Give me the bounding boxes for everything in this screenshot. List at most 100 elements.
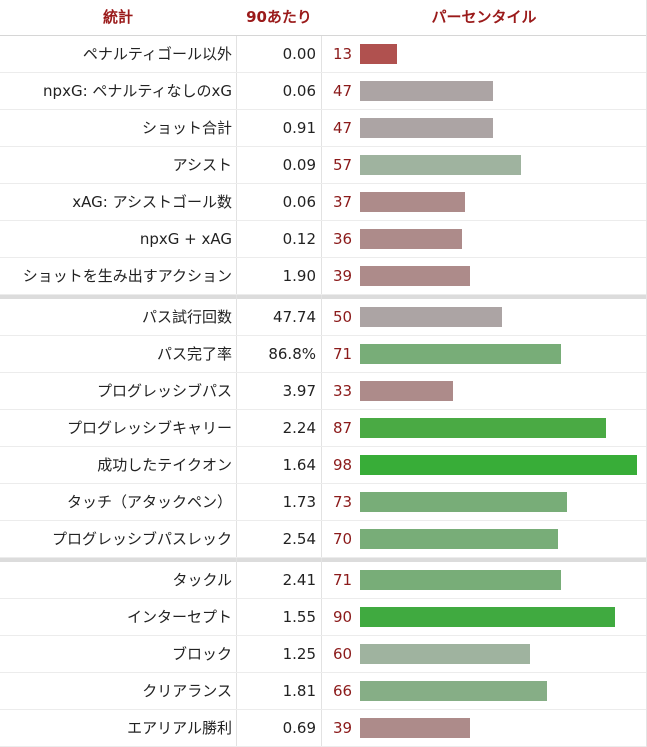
- stat-label: パス試行回数: [141, 308, 232, 326]
- table-row: プログレッシブパスレック 2.54 70: [0, 521, 646, 558]
- percentile-bar: [360, 155, 521, 175]
- table-row: パス完了率 86.8% 71: [0, 336, 646, 373]
- stat-label: アシスト: [172, 156, 232, 174]
- percentile-bar: [360, 718, 470, 738]
- percentile-value: 87: [333, 419, 353, 437]
- percentile-bar: [360, 455, 637, 475]
- stat-label: インターセプト: [126, 608, 232, 626]
- table-row: ペナルティゴール以外 0.00 13: [0, 36, 646, 73]
- percentile-value: 98: [333, 456, 353, 474]
- percentile-bar: [360, 681, 547, 701]
- percentile-value: 39: [333, 719, 353, 737]
- group-separator: [0, 558, 646, 562]
- percentile-value: 37: [333, 193, 353, 211]
- percentile-bar: [360, 44, 397, 64]
- table-row: プログレッシブパス 3.97 33: [0, 373, 646, 410]
- percentile-bar: [360, 607, 615, 627]
- header-percentile: パーセンタイル: [431, 8, 537, 26]
- percentile-bar: [360, 307, 502, 327]
- table-row: ショット合計 0.91 47: [0, 110, 646, 147]
- stat-label: エアリアル勝利: [127, 719, 232, 737]
- percentile-bar: [360, 192, 465, 212]
- per90-value: 1.81: [282, 682, 316, 700]
- percentile-value: 36: [333, 230, 353, 248]
- group-separator: [0, 295, 646, 299]
- header-per90: 90あたり: [246, 8, 312, 26]
- per90-value: 47.74: [273, 308, 316, 326]
- per90-value: 0.12: [282, 230, 316, 248]
- stat-label: 成功したテイクオン: [97, 456, 232, 474]
- stat-label: プログレッシブキャリー: [66, 419, 232, 437]
- per90-value: 0.06: [282, 193, 316, 211]
- table-row: ブロック 1.25 60: [0, 636, 646, 673]
- header-stat: 統計: [102, 8, 133, 26]
- per90-value: 0.09: [282, 156, 316, 174]
- column-divider: [321, 0, 322, 747]
- table-row: エアリアル勝利 0.69 39: [0, 710, 646, 747]
- per90-value: 1.55: [282, 608, 316, 626]
- stat-label: タッチ（アタックペン）: [66, 493, 232, 511]
- stat-label: xAG: アシストゴール数: [72, 193, 232, 211]
- percentile-bar: [360, 229, 462, 249]
- percentile-bar: [360, 81, 493, 101]
- stat-label: パス完了率: [156, 345, 232, 363]
- percentile-value: 90: [333, 608, 353, 626]
- per90-value: 2.41: [282, 571, 316, 589]
- percentile-bar: [360, 118, 493, 138]
- table-row: プログレッシブキャリー 2.24 87: [0, 410, 646, 447]
- per90-value: 3.97: [282, 382, 316, 400]
- stat-label: ショット合計: [141, 119, 232, 137]
- percentile-value: 71: [333, 345, 353, 363]
- stat-label: プログレッシブパスレック: [51, 530, 232, 548]
- table-body: ペナルティゴール以外 0.00 13 npxG: ペナルティなしのxG 0.06 47 ショ…: [0, 36, 646, 747]
- per90-value: 0.69: [282, 719, 316, 737]
- stat-label: ショットを生み出すアクション: [22, 267, 232, 285]
- table-row: 成功したテイクオン 1.64 98: [0, 447, 646, 484]
- stat-label: npxG + xAG: [139, 230, 232, 248]
- stat-label: ブロック: [171, 645, 232, 663]
- table-row: アシスト 0.09 57: [0, 147, 646, 184]
- table-row: npxG: ペナルティなしのxG 0.06 47: [0, 73, 646, 110]
- percentile-bar: [360, 570, 561, 590]
- per90-value: 0.06: [282, 82, 316, 100]
- stat-label: npxG: ペナルティなしのxG: [43, 82, 232, 100]
- percentile-bar: [360, 644, 530, 664]
- percentile-value: 57: [333, 156, 353, 174]
- percentile-value: 60: [333, 645, 353, 663]
- per90-value: 2.24: [282, 419, 316, 437]
- per90-value: 0.00: [282, 45, 316, 63]
- stat-label: ペナルティゴール以外: [82, 45, 232, 63]
- percentile-bar: [360, 492, 567, 512]
- percentile-bar: [360, 266, 470, 286]
- percentile-value: 66: [333, 682, 353, 700]
- percentile-value: 73: [333, 493, 353, 511]
- percentile-bar: [360, 418, 606, 438]
- percentile-bar: [360, 344, 561, 364]
- per90-value: 0.91: [282, 119, 316, 137]
- per90-value: 1.64: [282, 456, 316, 474]
- stat-label: プログレッシブパス: [96, 382, 232, 400]
- per90-value: 2.54: [282, 530, 316, 548]
- per90-value: 1.25: [282, 645, 316, 663]
- stat-label: クリアランス: [142, 682, 232, 700]
- percentile-value: 33: [333, 382, 353, 400]
- percentile-value: 47: [333, 82, 353, 100]
- table-row: クリアランス 1.81 66: [0, 673, 646, 710]
- table-row: タッチ（アタックペン） 1.73 73: [0, 484, 646, 521]
- column-divider: [236, 0, 237, 747]
- table-row: npxG + xAG 0.12 36: [0, 221, 646, 258]
- stat-label: タックル: [172, 571, 232, 589]
- percentile-value: 47: [333, 119, 353, 137]
- per90-value: 1.90: [282, 267, 316, 285]
- percentile-value: 39: [333, 267, 353, 285]
- table-header: 統計 90あたり パーセンタイル: [0, 0, 646, 36]
- per90-value: 1.73: [282, 493, 316, 511]
- table-row: ショットを生み出すアクション 1.90 39: [0, 258, 646, 295]
- percentile-value: 71: [333, 571, 353, 589]
- table-row: インターセプト 1.55 90: [0, 599, 646, 636]
- table-row: タックル 2.41 71: [0, 562, 646, 599]
- percentile-bar: [360, 529, 558, 549]
- per90-value: 86.8%: [268, 345, 316, 363]
- percentile-value: 13: [333, 45, 353, 63]
